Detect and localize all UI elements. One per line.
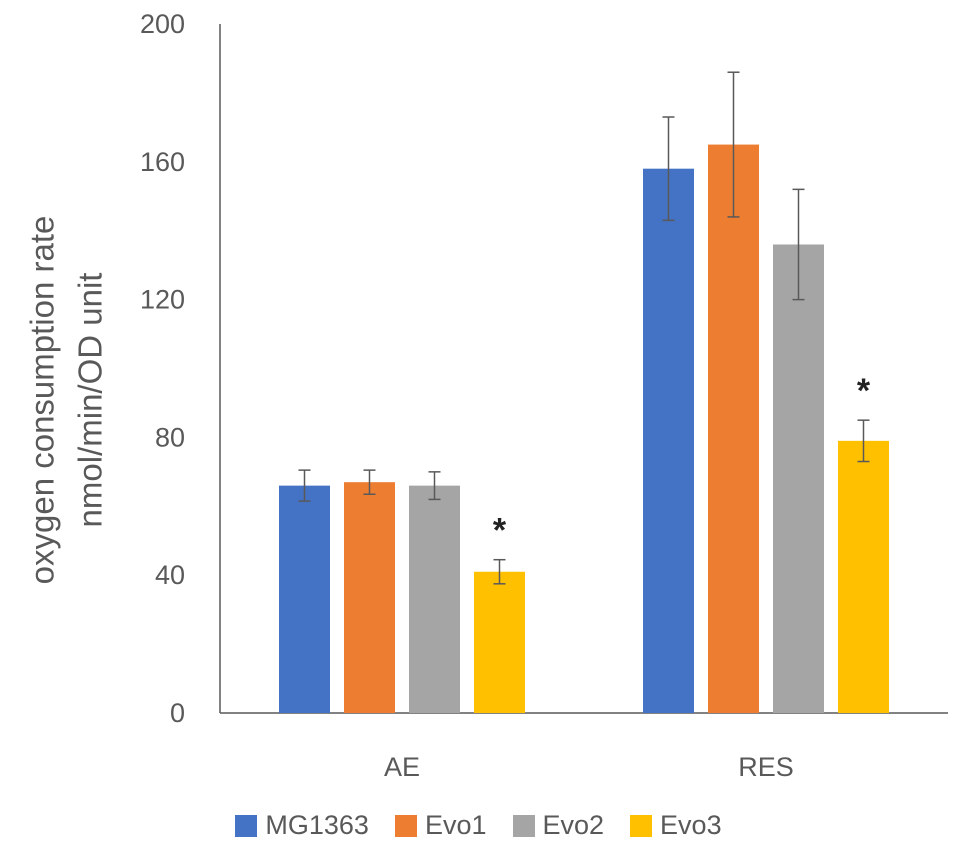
legend-item-evo2: Evo2	[512, 810, 605, 841]
legend-label: Evo3	[660, 810, 722, 840]
bar-evo2-res	[773, 244, 824, 714]
y-axis-label: nmol/min/OD unit	[72, 273, 109, 528]
y-tick-label: 0	[170, 698, 185, 728]
legend-swatch	[235, 814, 258, 837]
y-axis-label: oxygen consumption rate	[24, 216, 61, 585]
y-tick-label: 120	[140, 285, 185, 315]
legend-label: MG1363	[265, 810, 369, 840]
bar-evo1-ae	[344, 482, 395, 713]
bar-mg1363-ae	[279, 485, 330, 713]
legend-item-evo1: Evo1	[394, 810, 487, 841]
legend-label: Evo2	[542, 810, 605, 840]
legend-item-evo3: Evo3	[630, 810, 722, 841]
bar-chart: 0 40 80 120 160 200 oxygen consumption rate nmo…	[24, 9, 948, 782]
x-category-label: RES	[738, 752, 794, 782]
x-category-label: AE	[384, 752, 420, 782]
significance-asterisk: *	[493, 512, 507, 550]
legend-swatch	[512, 814, 535, 837]
bar-evo3-res	[838, 440, 889, 713]
chart-legend: MG1363 Evo1 Evo2 Evo3	[0, 810, 957, 841]
y-tick-label: 200	[140, 9, 185, 39]
bar-mg1363-res	[643, 168, 694, 713]
y-tick-label: 80	[155, 422, 185, 452]
bar-evo3-ae	[474, 571, 525, 713]
y-tick-label: 40	[155, 560, 185, 590]
legend-label: Evo1	[424, 810, 487, 840]
legend-swatch	[394, 814, 417, 837]
bar-evo1-res	[708, 144, 759, 713]
legend-item-mg1363: MG1363	[235, 810, 369, 841]
legend-swatch	[630, 814, 653, 837]
y-tick-label: 160	[140, 147, 185, 177]
bar-evo2-ae	[409, 485, 460, 713]
significance-asterisk: *	[857, 372, 871, 410]
